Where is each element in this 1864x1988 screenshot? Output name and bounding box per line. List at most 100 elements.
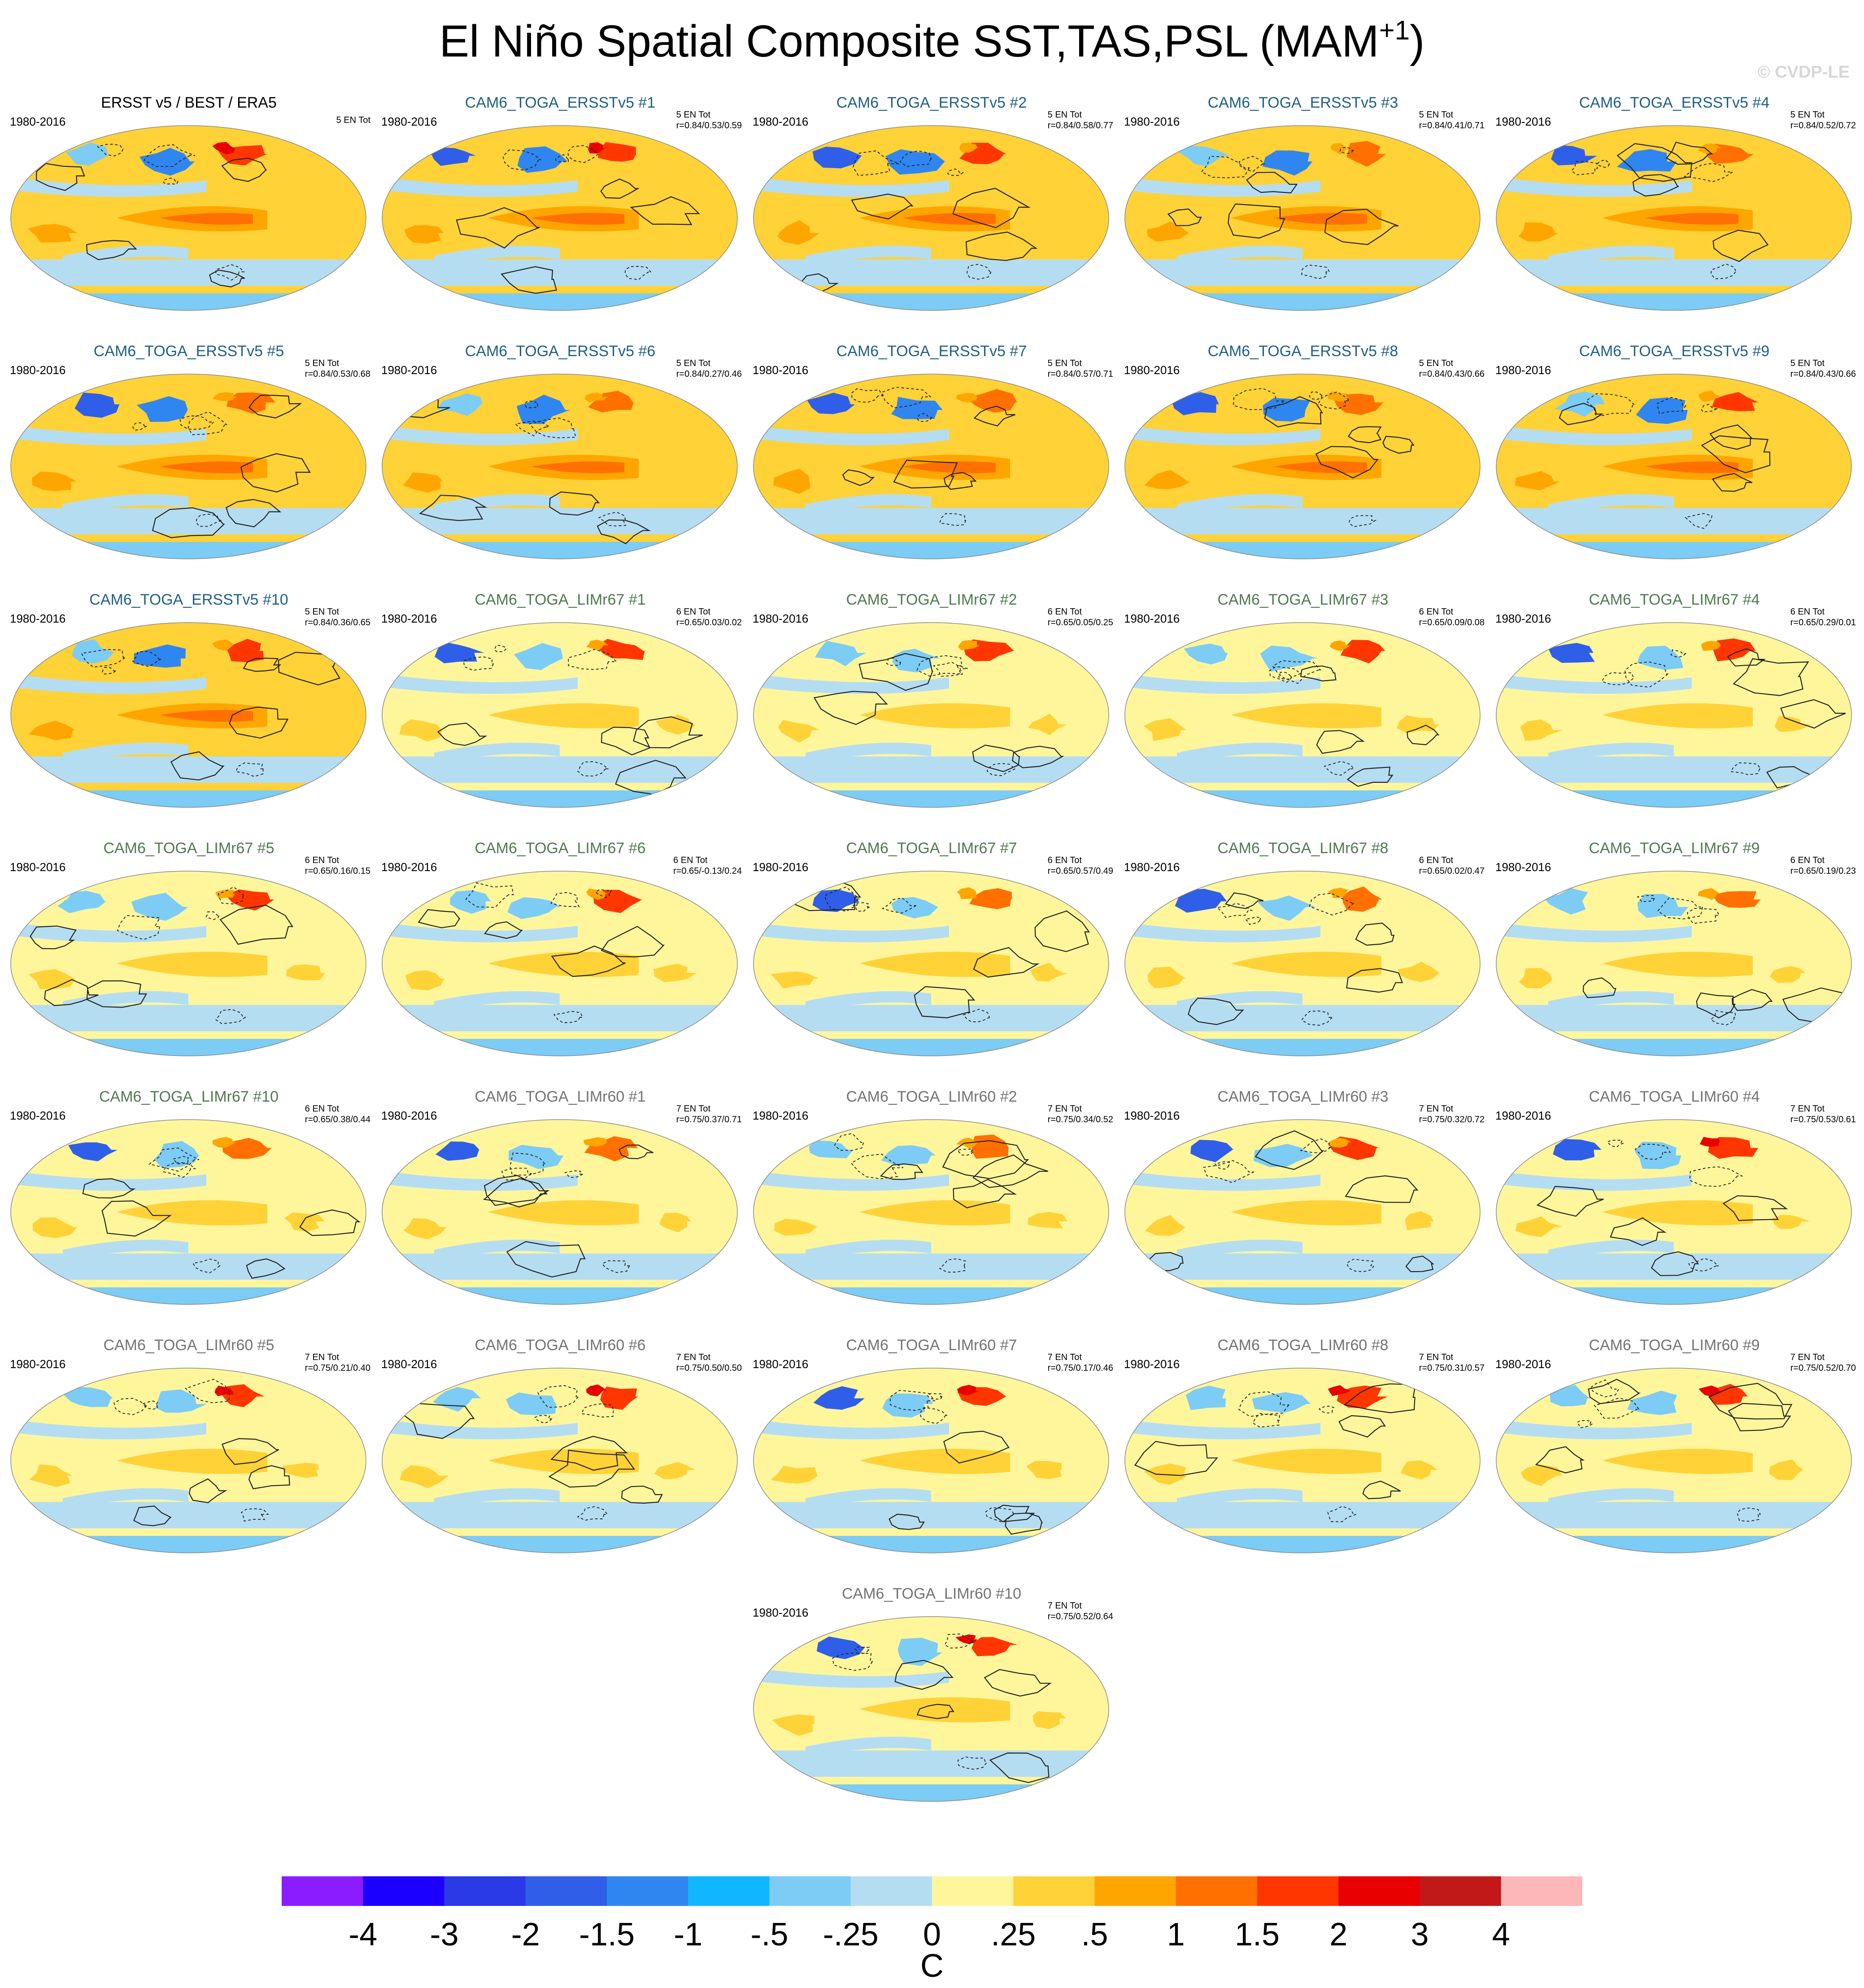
panel-event-count: 6 EN Tot r=0.65/0.03/0.02 bbox=[676, 606, 742, 628]
map-shading bbox=[1496, 126, 1851, 310]
panel-years: 1980-2016 bbox=[10, 612, 66, 625]
anomaly-map bbox=[382, 1119, 738, 1305]
panel-correlation: r=0.75/0.34/0.52 bbox=[1047, 1115, 1113, 1125]
colorbar-swatch bbox=[1338, 1876, 1420, 1906]
panel-correlation: r=0.75/0.52/0.64 bbox=[1047, 1612, 1113, 1622]
panel-years: 1980-2016 bbox=[10, 1357, 66, 1371]
panel-event-count: 6 EN Tot r=0.65/0.38/0.44 bbox=[305, 1103, 370, 1125]
psl-contours bbox=[834, 1133, 1049, 1273]
panel-years: 1980-2016 bbox=[1495, 860, 1551, 874]
panel-years: 1980-2016 bbox=[381, 115, 437, 128]
anomaly-map bbox=[10, 622, 366, 808]
map-panel: CAM6_TOGA_ERSSTv5 #2 1980-2016 5 EN Tot r=0… bbox=[745, 82, 1118, 324]
panel-count-text: 5 EN Tot bbox=[676, 110, 711, 120]
psl-contours bbox=[35, 144, 267, 288]
panel-years: 1980-2016 bbox=[753, 1606, 809, 1619]
panel-years: 1980-2016 bbox=[381, 1109, 437, 1122]
colorbar-tick-label: 1.5 bbox=[1234, 1917, 1280, 1953]
colorbar-tick-label: 1 bbox=[1167, 1917, 1185, 1953]
panel-correlation: r=0.65/0.05/0.25 bbox=[1047, 618, 1113, 628]
psl-contours bbox=[1536, 1139, 1788, 1276]
psl-contours bbox=[1167, 147, 1399, 279]
panel-correlation: r=0.65/0.57/0.49 bbox=[1047, 866, 1113, 876]
panel-years: 1980-2016 bbox=[1495, 1109, 1551, 1122]
panel-title: CAM6_TOGA_LIMr60 #2 bbox=[846, 1088, 1017, 1105]
map-panel: CAM6_TOGA_LIMr67 #7 1980-2016 6 EN Tot r=0.… bbox=[745, 827, 1118, 1069]
colorbar-swatch bbox=[1501, 1876, 1582, 1906]
panel-event-count: 5 EN Tot r=0.84/0.36/0.65 bbox=[305, 606, 370, 628]
psl-contours bbox=[1148, 1130, 1434, 1273]
panel-years: 1980-2016 bbox=[381, 1357, 437, 1371]
colorbar-tick-label: -.25 bbox=[823, 1917, 879, 1953]
panel-years: 1980-2016 bbox=[753, 1357, 809, 1371]
psl-contours bbox=[113, 1378, 290, 1526]
map-shading bbox=[1125, 623, 1480, 807]
colorbar-swatch bbox=[1094, 1876, 1176, 1906]
map-shading bbox=[753, 1368, 1109, 1553]
panel-years: 1980-2016 bbox=[1124, 115, 1180, 128]
panel-event-count: 7 EN Tot r=0.75/0.52/0.64 bbox=[1048, 1600, 1113, 1622]
map-panel: CAM6_TOGA_ERSSTv5 #6 1980-2016 5 EN Tot r=0… bbox=[374, 330, 746, 572]
anomaly-map bbox=[753, 1616, 1109, 1802]
anomaly-map bbox=[382, 871, 738, 1056]
panel-title: CAM6_TOGA_LIMr60 #9 bbox=[1589, 1337, 1760, 1354]
panel-years: 1980-2016 bbox=[1124, 612, 1180, 625]
panel-correlation: r=0.65/-0.13/0.24 bbox=[673, 866, 742, 876]
anomaly-map bbox=[10, 871, 366, 1056]
panel-correlation: r=0.84/0.53/0.68 bbox=[305, 369, 370, 379]
panel-title: CAM6_TOGA_LIMr60 #1 bbox=[475, 1088, 646, 1105]
anomaly-map bbox=[382, 125, 738, 311]
map-panel: CAM6_TOGA_LIMr60 #4 1980-2016 7 EN Tot r=0.… bbox=[1488, 1076, 1860, 1318]
panel-title: CAM6_TOGA_LIMr67 #2 bbox=[846, 591, 1017, 608]
panel-years: 1980-2016 bbox=[1495, 363, 1551, 377]
map-shading bbox=[382, 1368, 737, 1553]
panel-title: CAM6_TOGA_ERSSTv5 #6 bbox=[465, 343, 656, 360]
panel-event-count: 6 EN Tot r=0.65/0.19/0.23 bbox=[1790, 855, 1856, 876]
map-shading bbox=[11, 871, 366, 1056]
map-shading bbox=[11, 623, 366, 807]
panel-title: CAM6_TOGA_LIMr67 #9 bbox=[1589, 840, 1760, 857]
panel-event-count: 7 EN Tot r=0.75/0.52/0.70 bbox=[1790, 1352, 1856, 1373]
anomaly-map bbox=[753, 374, 1109, 559]
panel-count-text: 7 EN Tot bbox=[1047, 1352, 1082, 1362]
panel-title: CAM6_TOGA_ERSSTv5 #7 bbox=[836, 343, 1027, 360]
panel-correlation: r=0.75/0.53/0.61 bbox=[1790, 1115, 1856, 1125]
map-shading bbox=[11, 374, 366, 559]
panel-title: CAM6_TOGA_ERSSTv5 #3 bbox=[1207, 94, 1398, 111]
map-shading bbox=[11, 126, 366, 310]
panel-title: CAM6_TOGA_LIMr60 #10 bbox=[842, 1585, 1021, 1602]
map-panel: CAM6_TOGA_LIMr67 #10 1980-2016 6 EN Tot r=0… bbox=[3, 1076, 375, 1318]
panel-count-text: 7 EN Tot bbox=[1047, 1104, 1082, 1114]
map-shading bbox=[1125, 374, 1480, 559]
anomaly-map bbox=[1124, 125, 1481, 311]
panel-count-text: 6 EN Tot bbox=[1790, 855, 1825, 865]
anomaly-map bbox=[753, 871, 1109, 1056]
panel-count-text: 6 EN Tot bbox=[1047, 855, 1082, 865]
map-panel: CAM6_TOGA_LIMr60 #1 1980-2016 7 EN Tot r=0.… bbox=[374, 1076, 746, 1318]
map-panel: CAM6_TOGA_ERSSTv5 #8 1980-2016 5 EN Tot r=0… bbox=[1117, 330, 1489, 572]
map-shading bbox=[382, 871, 737, 1056]
colorbar bbox=[282, 1876, 1582, 1906]
panel-count-text: 5 EN Tot bbox=[1047, 358, 1082, 368]
panel-correlation: r=0.84/0.53/0.59 bbox=[676, 121, 742, 131]
map-panel: CAM6_TOGA_LIMr67 #6 1980-2016 6 EN Tot r=0.… bbox=[374, 827, 746, 1069]
panel-correlation: r=0.84/0.41/0.71 bbox=[1419, 121, 1485, 131]
panel-event-count: 6 EN Tot r=0.65/0.02/0.47 bbox=[1419, 855, 1485, 876]
colorbar-tick-label: .25 bbox=[991, 1917, 1036, 1953]
panel-years: 1980-2016 bbox=[10, 860, 66, 874]
psl-contours bbox=[483, 1144, 653, 1278]
map-shading bbox=[753, 871, 1109, 1056]
panel-title: CAM6_TOGA_LIMr67 #10 bbox=[99, 1088, 279, 1105]
panel-correlation: r=0.84/0.58/0.77 bbox=[1047, 121, 1113, 131]
map-panel: CAM6_TOGA_LIMr67 #8 1980-2016 6 EN Tot r=0.… bbox=[1117, 827, 1489, 1069]
panel-correlation: r=0.84/0.43/0.66 bbox=[1419, 369, 1485, 379]
psl-contours bbox=[456, 145, 700, 294]
panel-event-count: 5 EN Tot r=0.84/0.57/0.71 bbox=[1048, 358, 1113, 379]
panel-event-count: 6 EN Tot r=0.65/0.05/0.25 bbox=[1048, 606, 1113, 628]
figure-title: El Niño Spatial Composite SST,TAS,PSL (M… bbox=[0, 10, 1864, 73]
panel-count-text: 5 EN Tot bbox=[1790, 358, 1825, 368]
map-shading bbox=[1496, 1368, 1851, 1553]
psl-contours bbox=[832, 1633, 1052, 1783]
panel-count-text: 6 EN Tot bbox=[305, 1104, 340, 1114]
colorbar-tick-label: -1.5 bbox=[579, 1917, 635, 1953]
